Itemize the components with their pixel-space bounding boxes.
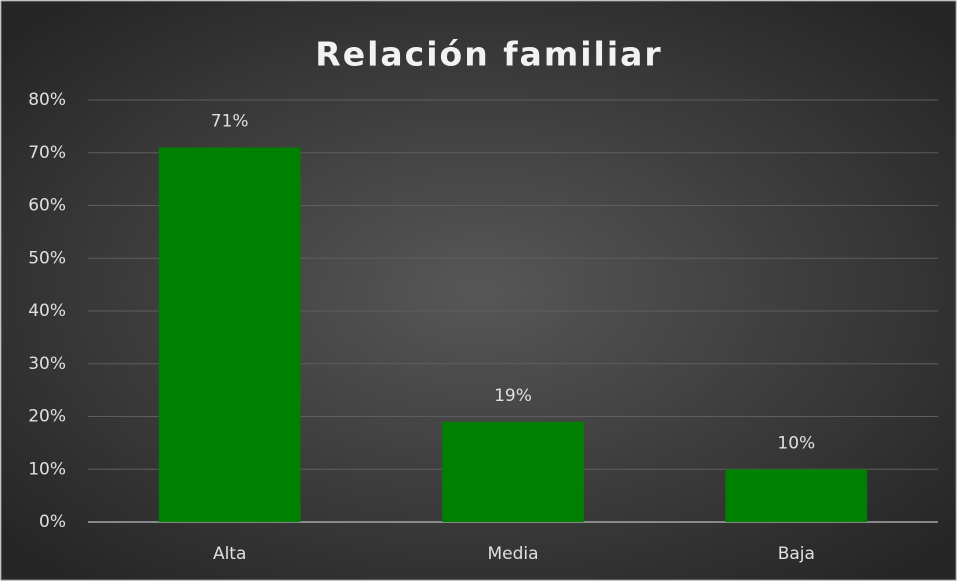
x-tick-label: Alta	[213, 544, 246, 564]
data-label: 71%	[211, 111, 249, 131]
y-tick-label: 40%	[28, 301, 66, 321]
bar	[725, 469, 868, 522]
y-tick-label: 20%	[28, 407, 66, 427]
data-label: 19%	[494, 386, 532, 406]
y-tick-label: 50%	[28, 248, 66, 268]
y-tick-label: 70%	[28, 143, 66, 163]
chart-title: Relación familiar	[315, 35, 662, 74]
data-label: 10%	[777, 433, 815, 453]
y-tick-label: 10%	[28, 459, 66, 479]
bar	[442, 421, 584, 522]
y-tick-label: 60%	[28, 196, 66, 216]
x-tick-label: Media	[487, 544, 538, 564]
x-tick-label: Baja	[778, 544, 815, 564]
y-tick-label: 0%	[39, 512, 66, 532]
bar	[158, 147, 301, 522]
y-tick-label: 30%	[28, 354, 66, 374]
y-tick-label: 80%	[28, 90, 66, 110]
